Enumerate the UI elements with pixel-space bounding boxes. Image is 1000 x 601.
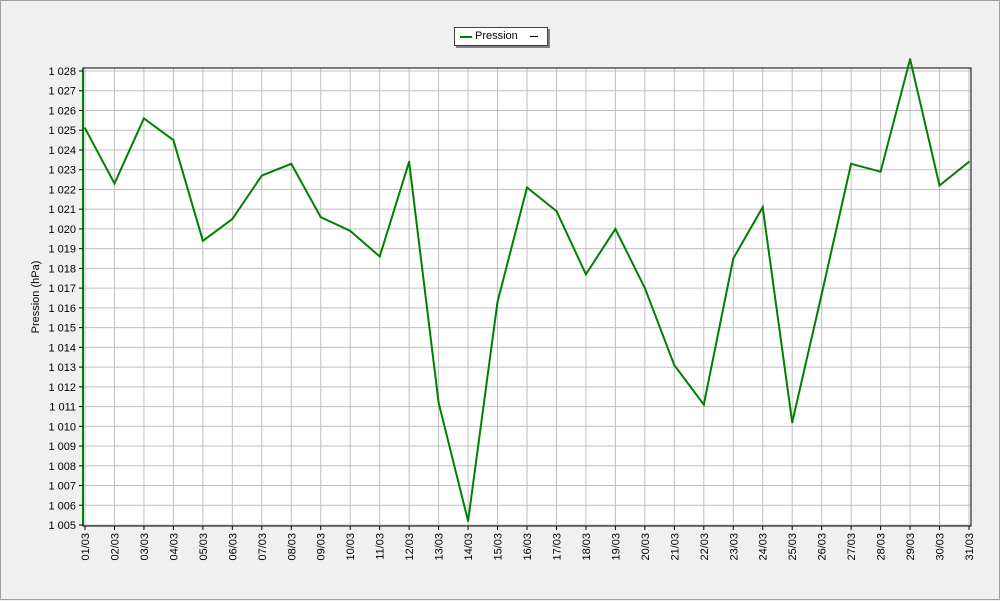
y-tick-label: 1 012: [48, 382, 76, 394]
legend-dash-icon: [530, 36, 538, 37]
x-tick-label: 19/03: [610, 533, 622, 561]
x-tick-label: 27/03: [846, 533, 858, 561]
data-point: [791, 421, 794, 424]
x-tick-label: 25/03: [787, 533, 799, 561]
x-tick-label: 29/03: [905, 533, 917, 561]
data-point: [349, 229, 352, 232]
y-tick-label: 1 028: [48, 66, 76, 78]
y-tick-label: 1 021: [48, 204, 76, 216]
data-point: [496, 300, 499, 303]
data-point: [820, 293, 823, 296]
y-tick-label: 1 014: [48, 342, 76, 354]
x-tick-label: 11/03: [375, 533, 387, 560]
y-tick-label: 1 013: [48, 362, 76, 374]
x-tick-label: 24/03: [758, 533, 770, 561]
y-tick-label: 1 025: [48, 125, 76, 137]
y-axis-ticks: 1 005 1 006 1 007 1 008 1 009 1 010 1 011 1 012…: [48, 66, 83, 532]
data-point: [555, 210, 558, 213]
x-tick-label: 02/03: [109, 533, 121, 561]
data-point: [437, 401, 440, 404]
data-point: [319, 216, 322, 219]
data-point: [879, 170, 882, 173]
x-tick-label: 31/03: [964, 533, 976, 561]
y-tick-label: 1 009: [48, 441, 76, 453]
x-tick-label: 26/03: [817, 533, 829, 561]
y-tick-label: 1 017: [48, 283, 76, 295]
x-tick-label: 12/03: [404, 533, 416, 561]
data-point: [702, 403, 705, 406]
y-tick-label: 1 022: [48, 184, 76, 196]
data-point: [142, 117, 145, 120]
data-point: [968, 160, 970, 163]
legend-swatch-pression: [460, 36, 472, 38]
x-tick-label: 21/03: [669, 533, 681, 561]
y-tick-label: 1 020: [48, 224, 76, 236]
x-tick-label: 23/03: [728, 533, 740, 561]
x-tick-label: 17/03: [551, 533, 563, 561]
x-tick-label: 06/03: [227, 533, 239, 561]
y-tick-label: 1 023: [48, 165, 76, 177]
data-point: [467, 520, 470, 523]
y-tick-label: 1 027: [48, 86, 76, 98]
y-tick-label: 1 019: [48, 244, 76, 256]
x-tick-label: 15/03: [493, 533, 505, 561]
data-point: [172, 139, 175, 142]
y-tick-label: 1 024: [48, 145, 76, 157]
x-tick-label: 07/03: [257, 533, 269, 561]
data-point: [260, 174, 263, 177]
series-layer: [84, 58, 970, 523]
y-tick-label: 1 010: [48, 421, 76, 433]
data-point: [526, 186, 528, 189]
y-axis-label: Pression (hPa): [30, 261, 42, 334]
x-tick-label: 04/03: [168, 533, 180, 561]
legend-label-pression: Pression: [475, 30, 518, 42]
x-tick-label: 16/03: [522, 533, 534, 561]
y-tick-label: 1 006: [48, 500, 76, 512]
x-tick-label: 18/03: [581, 533, 593, 561]
x-tick-label: 10/03: [345, 533, 357, 561]
data-point: [113, 182, 116, 185]
data-point: [938, 184, 941, 187]
x-tick-label: 20/03: [640, 533, 652, 561]
data-point: [231, 218, 234, 221]
data-point: [378, 255, 381, 258]
grid: [83, 68, 971, 526]
data-point: [614, 227, 617, 230]
y-tick-label: 1 018: [48, 263, 76, 275]
data-point: [732, 257, 735, 260]
data-point: [909, 58, 912, 61]
data-point: [673, 364, 676, 367]
data-point: [290, 162, 293, 165]
x-tick-label: 14/03: [463, 533, 475, 561]
y-tick-label: 1 026: [48, 105, 76, 117]
x-axis-ticks: 01/03 02/03 03/03 04/03 05/03 06/03 07/03 08/03…: [80, 526, 976, 561]
x-tick-label: 03/03: [139, 533, 151, 561]
data-point: [761, 206, 764, 209]
data-point: [84, 127, 86, 130]
data-point: [408, 160, 411, 163]
data-point: [850, 162, 853, 165]
x-tick-label: 13/03: [434, 533, 446, 561]
x-tick-label: 08/03: [286, 533, 298, 561]
x-tick-label: 28/03: [876, 533, 888, 561]
x-tick-label: 30/03: [935, 533, 947, 561]
y-tick-label: 1 016: [48, 303, 76, 315]
y-tick-label: 1 011: [49, 402, 76, 414]
legend: Pression: [454, 27, 548, 46]
y-tick-label: 1 008: [48, 461, 76, 473]
data-point: [643, 287, 646, 290]
data-point: [584, 273, 587, 276]
data-point: [201, 239, 204, 242]
x-tick-label: 01/03: [80, 533, 92, 561]
y-tick-label: 1 015: [48, 323, 76, 335]
x-tick-label: 09/03: [316, 533, 328, 561]
x-tick-label: 22/03: [699, 533, 711, 561]
y-tick-label: 1 005: [48, 520, 76, 532]
y-tick-label: 1 007: [48, 481, 76, 493]
x-tick-label: 05/03: [198, 533, 210, 561]
